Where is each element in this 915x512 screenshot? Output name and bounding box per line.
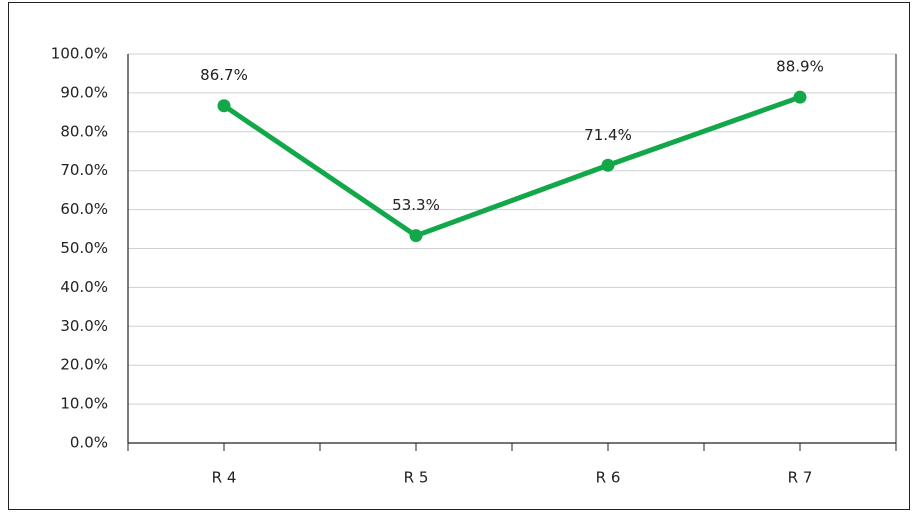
- data-point: [409, 229, 423, 243]
- data-label: 86.7%: [200, 66, 248, 84]
- y-tick-label: 90.0%: [60, 83, 108, 101]
- y-tick-label: 10.0%: [60, 395, 108, 413]
- x-tick-label: R 7: [788, 469, 813, 487]
- chart-border: [8, 2, 910, 510]
- y-tick-label: 70.0%: [60, 161, 108, 179]
- data-point: [217, 99, 231, 113]
- x-tick-label: R 4: [212, 469, 237, 487]
- y-tick-label: 40.0%: [60, 278, 108, 296]
- y-tick-label: 100.0%: [51, 45, 108, 63]
- data-point: [601, 158, 615, 172]
- x-tick-label: R 5: [404, 469, 429, 487]
- data-label: 88.9%: [776, 58, 824, 76]
- data-label: 71.4%: [584, 126, 632, 144]
- x-tick-label: R 6: [596, 469, 621, 487]
- y-tick-label: 30.0%: [60, 317, 108, 335]
- line-series: [222, 94, 801, 239]
- y-tick-label: 0.0%: [70, 434, 108, 452]
- y-tick-label: 20.0%: [60, 356, 108, 374]
- data-point: [793, 90, 807, 104]
- data-label: 53.3%: [392, 196, 440, 214]
- y-tick-label: 60.0%: [60, 200, 108, 218]
- y-tick-label: 80.0%: [60, 122, 108, 140]
- y-tick-label: 50.0%: [60, 239, 108, 257]
